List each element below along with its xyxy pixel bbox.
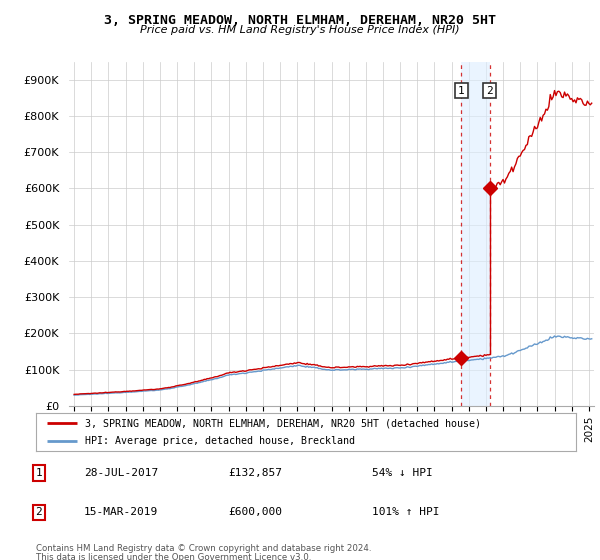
Text: HPI: Average price, detached house, Breckland: HPI: Average price, detached house, Brec…	[85, 436, 355, 446]
Text: 2: 2	[486, 86, 493, 96]
Text: 3, SPRING MEADOW, NORTH ELMHAM, DEREHAM, NR20 5HT: 3, SPRING MEADOW, NORTH ELMHAM, DEREHAM,…	[104, 14, 496, 27]
Text: 15-MAR-2019: 15-MAR-2019	[84, 507, 158, 517]
Text: 1: 1	[458, 86, 465, 96]
Text: £600,000: £600,000	[228, 507, 282, 517]
Text: 101% ↑ HPI: 101% ↑ HPI	[372, 507, 439, 517]
Text: 1: 1	[35, 468, 43, 478]
Text: £132,857: £132,857	[228, 468, 282, 478]
Text: Contains HM Land Registry data © Crown copyright and database right 2024.: Contains HM Land Registry data © Crown c…	[36, 544, 371, 553]
Text: 2: 2	[35, 507, 43, 517]
Text: 54% ↓ HPI: 54% ↓ HPI	[372, 468, 433, 478]
Text: 3, SPRING MEADOW, NORTH ELMHAM, DEREHAM, NR20 5HT (detached house): 3, SPRING MEADOW, NORTH ELMHAM, DEREHAM,…	[85, 418, 481, 428]
Bar	[461, 62, 490, 406]
Text: Price paid vs. HM Land Registry's House Price Index (HPI): Price paid vs. HM Land Registry's House …	[140, 25, 460, 35]
Text: This data is licensed under the Open Government Licence v3.0.: This data is licensed under the Open Gov…	[36, 553, 311, 560]
Text: 28-JUL-2017: 28-JUL-2017	[84, 468, 158, 478]
